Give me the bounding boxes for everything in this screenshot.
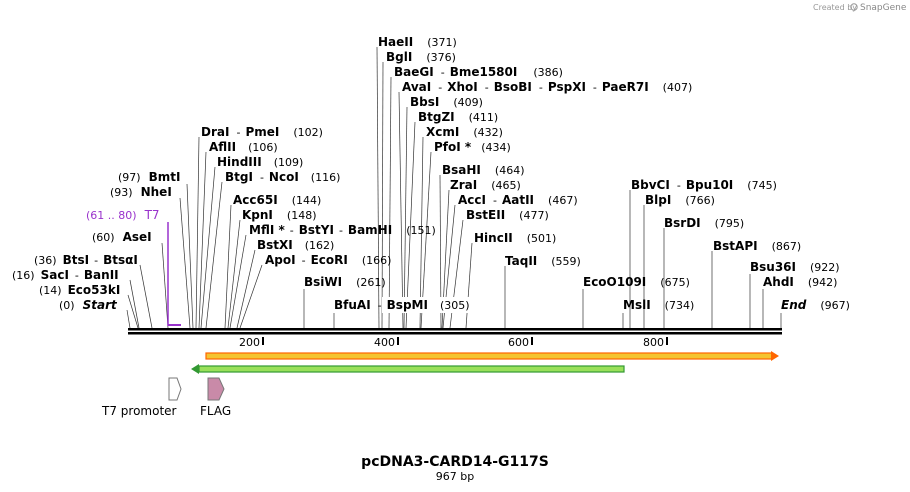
site-bstapi[interactable]: BstAPI (867) (713, 239, 801, 253)
site-asei[interactable]: (60) AseI (92, 230, 152, 244)
site-bsiwi[interactable]: BsiWI (261) (304, 275, 386, 289)
site-bsahi[interactable]: BsaHI (464) (442, 163, 525, 177)
site-aflii[interactable]: AflII (106) (209, 140, 278, 154)
primer-t7-label[interactable]: (61 .. 80) T7 (86, 208, 160, 222)
site-avai[interactable]: AvaI - XhoI - BsoBI - PspXI - PaeR7I (407) (402, 80, 692, 94)
site-zrai[interactable]: ZraI (465) (450, 178, 521, 192)
site-ahdi[interactable]: AhdI (942) (763, 275, 837, 289)
orf-arrow[interactable] (205, 351, 779, 361)
bspmi-label-background (382, 297, 477, 313)
site-btgzi[interactable]: BtgZI (411) (418, 110, 498, 124)
map-length: 967 bp (436, 470, 474, 483)
site-saci[interactable]: (16) SacI - BanII (12, 268, 119, 282)
site-apoi[interactable]: ApoI - EcoRI (166) (265, 253, 391, 267)
scale-ticks (262, 337, 668, 345)
site-bfuai[interactable]: BfuAI - BspMI (305) (334, 298, 470, 312)
tick-label-800: 800 (643, 336, 664, 349)
site-btsi[interactable]: (36) BtsI - BtsαI (34, 253, 138, 267)
site-mfli[interactable]: MflI * - BstYI - BamHI (151) (249, 223, 436, 237)
site-hincii[interactable]: HincII (501) (474, 231, 556, 245)
site-ecoo109i[interactable]: EcoO109I (675) (583, 275, 690, 289)
tick-label-200: 200 (239, 336, 260, 349)
flag-feature-icon[interactable] (207, 377, 225, 401)
site-bsrdi[interactable]: BsrDI (795) (664, 216, 744, 230)
credit-label: Created by (813, 3, 857, 12)
site-bbvci[interactable]: BbvCI - Bpu10I (745) (631, 178, 777, 192)
site-eco53ki[interactable]: (14) Eco53kI (39, 283, 120, 297)
green-feature-arrow[interactable] (191, 364, 625, 374)
site-baegi[interactable]: BaeGI - Bme1580I (386) (394, 65, 563, 79)
site-msli[interactable]: MslI (734) (623, 298, 694, 312)
flag-label: FLAG (200, 404, 231, 418)
site-pfoi[interactable]: PfoI * (434) (434, 140, 511, 154)
site-bbsi[interactable]: BbsI (409) (410, 95, 483, 109)
tick-label-600: 600 (508, 336, 529, 349)
site-end[interactable]: End (967) (781, 298, 850, 312)
site-bmti[interactable]: (97) BmtI (118, 170, 180, 184)
site-haeii[interactable]: HaeII (371) (378, 35, 457, 49)
cut-site-lines (126, 46, 782, 329)
sequence-backbone (128, 328, 782, 335)
site-bstxi[interactable]: BstXI (162) (257, 238, 334, 252)
site-btgi[interactable]: BtgI - NcoI (116) (225, 170, 340, 184)
site-acc65i[interactable]: Acc65I (144) (233, 193, 321, 207)
map-title: pcDNA3-CARD14-G117S (361, 454, 549, 470)
site-kpni[interactable]: KpnI (148) (242, 208, 317, 222)
t7-promoter-icon[interactable] (168, 377, 182, 401)
site-acci[interactable]: AccI - AatII (467) (458, 193, 578, 207)
t7-promoter-label: T7 promoter (101, 404, 177, 418)
site-bgli[interactable]: BglI (376) (386, 50, 456, 64)
site-taqii[interactable]: TaqII (559) (505, 254, 581, 268)
site-drai[interactable]: DraI - PmeI (102) (201, 125, 323, 139)
site-start[interactable]: (0) Start (59, 298, 118, 312)
site-bsu36i[interactable]: Bsu36I (922) (750, 260, 840, 274)
tick-label-400: 400 (374, 336, 395, 349)
site-bsteii[interactable]: BstEII (477) (466, 208, 549, 222)
site-blpi[interactable]: BlpI (766) (645, 193, 715, 207)
site-xcmi[interactable]: XcmI (432) (426, 125, 503, 139)
site-nhei[interactable]: (93) NheI (110, 185, 172, 199)
snapgene-logo-icon (850, 3, 858, 11)
site-hindiii[interactable]: HindIII (109) (217, 155, 303, 169)
brand-label: SnapGene (860, 3, 907, 13)
